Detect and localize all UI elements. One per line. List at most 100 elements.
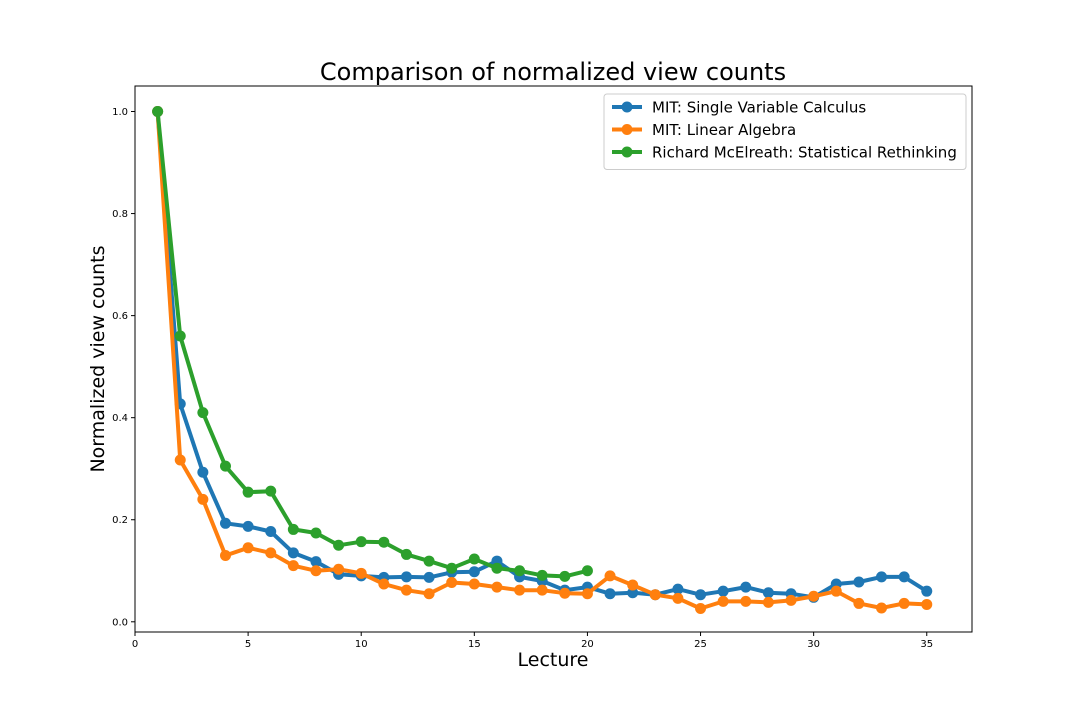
data-point [446, 577, 458, 589]
data-point [876, 571, 888, 583]
data-point [491, 581, 503, 593]
y-tick-label: 0.4 [112, 413, 128, 424]
data-point [400, 548, 412, 560]
data-point [242, 486, 254, 498]
axes-frame [134, 85, 973, 633]
data-point [219, 517, 231, 529]
data-point [287, 523, 299, 535]
series-3 [152, 106, 593, 582]
x-tick-label: 5 [245, 639, 251, 650]
data-point [876, 602, 888, 614]
data-point [559, 570, 571, 582]
data-point [898, 597, 910, 609]
x-tick-label: 30 [807, 639, 820, 650]
data-point [627, 587, 639, 599]
y-tick-label: 0.8 [112, 209, 128, 220]
data-point [197, 466, 209, 478]
data-point [219, 549, 231, 561]
data-point [378, 536, 390, 548]
data-point [242, 520, 254, 532]
data-point [785, 594, 797, 606]
data-point [717, 585, 729, 597]
data-point [695, 603, 707, 615]
x-tick-label: 25 [694, 639, 707, 650]
data-point [446, 562, 458, 574]
data-point [649, 589, 661, 601]
data-point [310, 527, 322, 539]
x-tick-label: 35 [920, 639, 933, 650]
data-point [921, 598, 933, 610]
data-point [423, 588, 435, 600]
plot-area: 0 5 10 15 20 25 30 35 0.0 0.2 0.4 0.6 0.8 1.0 [112, 85, 973, 650]
data-point [333, 563, 345, 575]
data-point [536, 569, 548, 581]
data-point [762, 587, 774, 599]
legend: MIT: Single Variable Calculus MIT: Linear… [603, 93, 967, 170]
x-tick-label: 10 [355, 639, 368, 650]
series-line [155, 109, 929, 600]
data-point [423, 571, 435, 583]
data-point [152, 106, 164, 118]
series-line [155, 109, 590, 579]
x-axis-label: Lecture [518, 649, 589, 671]
chart-title: Comparison of normalized view counts [320, 58, 786, 86]
data-point [265, 485, 277, 497]
data-point [898, 571, 910, 583]
data-point [265, 547, 277, 559]
data-point [921, 585, 933, 597]
data-point [197, 493, 209, 505]
data-point [514, 565, 526, 577]
x-tick-label: 20 [581, 639, 594, 650]
data-point [333, 539, 345, 551]
y-axis-label: Normalized view counts [87, 245, 109, 472]
data-point [581, 588, 593, 600]
data-point [310, 565, 322, 577]
legend-label: MIT: Linear Algebra [652, 121, 796, 139]
data-point [400, 571, 412, 583]
data-point [672, 592, 684, 604]
data-point [559, 587, 571, 599]
data-point [830, 585, 842, 597]
data-point [604, 570, 616, 582]
data-point [853, 576, 865, 588]
y-tick-label: 1.0 [112, 107, 128, 118]
data-point [174, 330, 186, 342]
data-point [355, 567, 367, 579]
data-point [853, 597, 865, 609]
data-point [468, 553, 480, 565]
data-point [717, 595, 729, 607]
x-tick-label: 0 [132, 639, 138, 650]
data-point [265, 525, 277, 537]
data-point [740, 595, 752, 607]
legend-label: Richard McElreath: Statistical Rethinkin… [652, 144, 957, 162]
data-point [287, 547, 299, 559]
data-point [174, 454, 186, 466]
data-point [287, 560, 299, 572]
data-point [491, 562, 503, 574]
data-point [627, 579, 639, 591]
data-point [514, 584, 526, 596]
data-point [468, 578, 480, 590]
data-point [468, 566, 480, 578]
legend-label: MIT: Single Variable Calculus [652, 99, 866, 117]
data-point [581, 565, 593, 577]
data-point [762, 596, 774, 608]
x-tick-label: 15 [468, 639, 481, 650]
y-tick-label: 0.2 [112, 515, 128, 526]
data-point [242, 542, 254, 554]
data-point [423, 555, 435, 567]
series-2 [152, 106, 933, 615]
legend-marker [621, 101, 633, 113]
data-point [400, 584, 412, 596]
legend-marker [621, 146, 633, 158]
y-tick-label: 0.0 [112, 617, 128, 628]
data-point [378, 578, 390, 590]
data-point [672, 583, 684, 595]
data-point [310, 556, 322, 568]
data-point [604, 588, 616, 600]
y-tick-label: 0.6 [112, 311, 128, 322]
data-point [536, 584, 548, 596]
data-point [695, 589, 707, 601]
